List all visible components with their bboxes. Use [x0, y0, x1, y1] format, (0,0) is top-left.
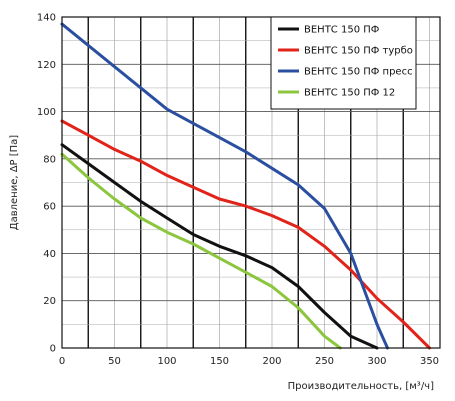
x-tick-label: 350: [420, 356, 439, 367]
x-tick-label: 150: [210, 356, 229, 367]
x-axis-label: Производительность, [м³/ч]: [288, 381, 434, 392]
legend-label: ВЕНТС 150 ПФ пресс: [304, 67, 413, 78]
y-tick-label: 140: [37, 13, 56, 24]
x-tick-label: 200: [262, 356, 281, 367]
legend-box: [270, 16, 417, 110]
legend-label: ВЕНТС 150 ПФ: [304, 25, 380, 36]
y-tick-label: 20: [43, 296, 56, 307]
y-tick-label: 40: [43, 249, 56, 260]
legend: ВЕНТС 150 ПФ ВЕНТС 150 ПФ турбо ВЕНТС 150 …: [270, 16, 417, 110]
x-tick-label: 300: [367, 356, 386, 367]
series-line: [60, 143, 379, 350]
y-tick-label: 0: [50, 344, 56, 355]
y-tick-label: 100: [37, 107, 56, 118]
x-tick-label: 100: [157, 356, 176, 367]
y-axis-label: Давление, ΔP [Па]: [9, 135, 20, 231]
series-line: [60, 119, 431, 350]
y-tick-label: 80: [43, 154, 56, 165]
legend-label: ВЕНТС 150 ПФ 12: [304, 88, 395, 99]
x-tick-labels: 0 50 100 150 200 250 300 350: [59, 356, 439, 367]
x-tick-label: 0: [59, 356, 65, 367]
x-tick-label: 50: [108, 356, 121, 367]
series-line: [60, 152, 342, 350]
y-tick-label: 120: [37, 60, 56, 71]
y-tick-labels: 0 20 40 60 80 100 120 140: [37, 13, 56, 355]
series-lines: [60, 22, 431, 350]
plot-frame: [61, 16, 441, 349]
x-tick-label: 250: [315, 356, 334, 367]
series-line: [60, 22, 389, 350]
legend-label: ВЕНТС 150 ПФ турбо: [304, 46, 413, 57]
y-tick-label: 60: [43, 202, 56, 213]
